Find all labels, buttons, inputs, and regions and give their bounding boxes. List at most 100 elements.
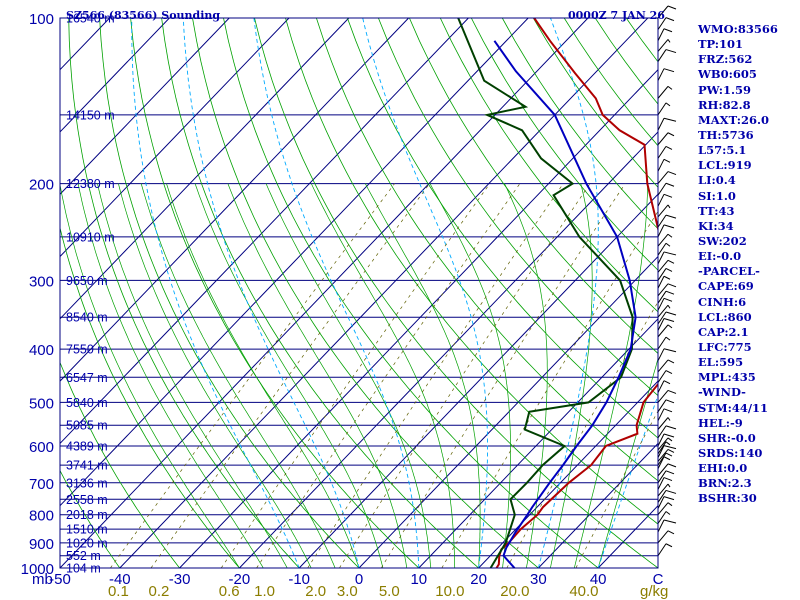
- wind-barb: [657, 441, 671, 455]
- mixing-ratio-label: 40.0: [569, 583, 598, 600]
- wind-barb-staff: [657, 437, 669, 451]
- wind-barb: [657, 39, 671, 52]
- wind-barb: [657, 543, 673, 557]
- wind-barb-staff: [657, 324, 669, 338]
- wind-barb-flag: [665, 102, 671, 107]
- wind-barb: [657, 433, 675, 447]
- wind-barb-staff: [657, 408, 665, 422]
- mixing-ratio-line: [307, 183, 564, 568]
- wind-barb-flag: [667, 417, 671, 421]
- pressure-label: 500: [29, 395, 54, 412]
- wind-barb: [657, 408, 673, 422]
- wind-barb: [657, 389, 677, 403]
- wind-barb-flag: [665, 17, 675, 22]
- wind-barb-staff: [657, 543, 667, 557]
- mixing-ratio-label: 3.0: [337, 583, 358, 600]
- isotherm: [60, 18, 290, 258]
- wind-barb-flag: [665, 214, 677, 219]
- wind-barb-flag: [665, 470, 675, 475]
- wind-barb: [657, 519, 677, 533]
- wind-barb-flag: [667, 283, 677, 288]
- wind-barb-staff: [657, 530, 669, 544]
- isotherm: [60, 18, 230, 195]
- temperature-tick-label: -30: [169, 571, 191, 588]
- temperature-tick-label: 10: [410, 571, 427, 588]
- wind-barb-flag: [663, 251, 677, 256]
- wind-barb-staff: [657, 171, 669, 184]
- wind-barb-flag: [665, 370, 673, 374]
- wind-barb-flag: [665, 182, 675, 187]
- height-label: 6547 m: [66, 371, 108, 385]
- wind-barbs: [657, 5, 677, 557]
- stat-line: CAPE:69: [698, 279, 754, 294]
- wind-barb-staff: [657, 39, 669, 52]
- wind-barb-flag: [667, 259, 675, 264]
- dry-adiabat: [60, 226, 240, 568]
- wind-barb: [657, 445, 677, 458]
- dry-adiabat: [781, 18, 800, 568]
- height-label: 1510 m: [66, 523, 108, 537]
- wind-barb: [657, 348, 677, 362]
- pressure-label: 700: [29, 476, 54, 493]
- wind-barb-staff: [657, 463, 669, 477]
- wind-barb: [657, 502, 673, 516]
- dry-adiabat: [68, 18, 300, 568]
- height-label: 10910 m: [66, 230, 115, 244]
- mixing-ratio-label: 0.2: [149, 583, 170, 600]
- wind-barb: [657, 283, 677, 297]
- pressure-axis-title: mb: [32, 571, 53, 588]
- height-label: 1020 m: [66, 536, 108, 550]
- stat-line: CINH:6: [698, 294, 747, 309]
- wind-barb-staff: [657, 214, 667, 228]
- wet-bulb-line: [253, 18, 420, 568]
- wind-barb-flag: [665, 267, 673, 272]
- wind-barb-staff: [657, 477, 665, 490]
- stat-line: WMO:83566: [698, 22, 778, 36]
- wind-barb: [657, 530, 675, 544]
- pressure-label: 100: [29, 11, 54, 28]
- mixing-ratio-line: [220, 183, 491, 568]
- wind-barb-staff: [657, 86, 669, 99]
- wind-barb: [657, 511, 671, 524]
- temperature-tick-label: -40: [109, 571, 131, 588]
- wind-barb-staff: [657, 399, 667, 413]
- wind-barb: [657, 483, 671, 497]
- wind-barb-flag: [663, 408, 673, 413]
- wind-barb-staff: [657, 102, 667, 116]
- height-label: 2558 m: [66, 493, 108, 507]
- plot-frame: [59, 17, 659, 569]
- wind-barb-staff: [657, 390, 669, 403]
- wind-barb-staff: [657, 483, 669, 497]
- mixing-ratio-label: 0.6: [219, 583, 240, 600]
- wind-barb: [657, 224, 675, 238]
- stat-line: EL:595: [698, 355, 744, 370]
- height-label: 8540 m: [66, 311, 108, 325]
- wind-barb: [657, 158, 671, 172]
- height-label: 12380 m: [66, 177, 115, 191]
- wind-barb-flag: [665, 311, 677, 316]
- wind-barb: [657, 259, 675, 273]
- wind-barb-flag: [665, 399, 675, 404]
- wind-barb: [657, 437, 673, 451]
- moist-adiabat: [97, 183, 288, 568]
- dry-adiabat: [470, 18, 658, 271]
- wind-barb-staff: [657, 268, 667, 281]
- stat-line: PW:1.59: [698, 82, 752, 97]
- moist-adiabat: [429, 183, 511, 568]
- wind-barb: [657, 171, 677, 184]
- wind-barb-staff: [657, 348, 665, 362]
- wind-barb-flag: [667, 389, 677, 394]
- wind-barb-flag: [663, 380, 671, 385]
- temperature-profile: [495, 18, 658, 568]
- isotherm: [239, 131, 658, 568]
- wind-barb-flag: [665, 511, 671, 515]
- wind-barb: [657, 214, 677, 228]
- wind-barb-staff: [657, 496, 665, 509]
- wind-barb-staff: [657, 380, 665, 393]
- stat-line: SRDS:140: [698, 445, 763, 460]
- mixing-ratio-line: [150, 183, 430, 568]
- wind-barb-staff: [657, 276, 665, 289]
- stat-line: -WIND-: [698, 385, 746, 400]
